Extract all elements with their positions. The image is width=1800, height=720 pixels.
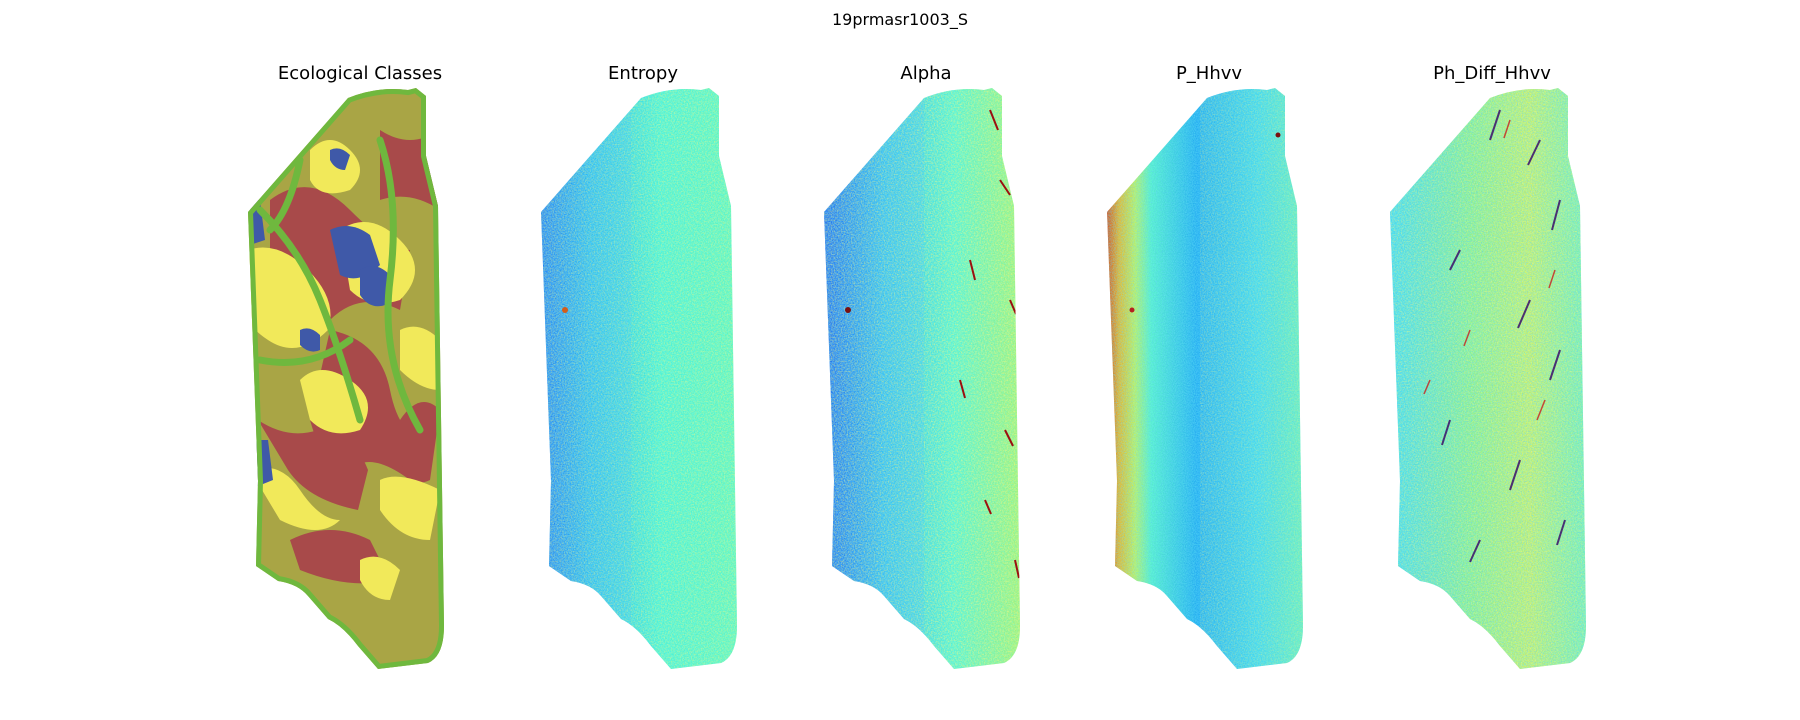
ecological-classes-map [248, 88, 444, 669]
panel-title-ph-diff-hhvv: Ph_Diff_Hhvv [1433, 63, 1551, 84]
panel-title-alpha: Alpha [900, 63, 952, 84]
p-hhvv-map [1107, 88, 1303, 669]
figure-title: 19prmasr1003_S [832, 10, 968, 29]
entropy-map [541, 88, 737, 669]
ph-diff-hhvv-map [1390, 88, 1586, 669]
alpha-map [824, 88, 1020, 669]
panel-title-ecological-classes: Ecological Classes [277, 63, 443, 84]
panel-title-p-hhvv: P_Hhvv [1175, 63, 1243, 84]
panel-title-entropy: Entropy [608, 63, 678, 84]
